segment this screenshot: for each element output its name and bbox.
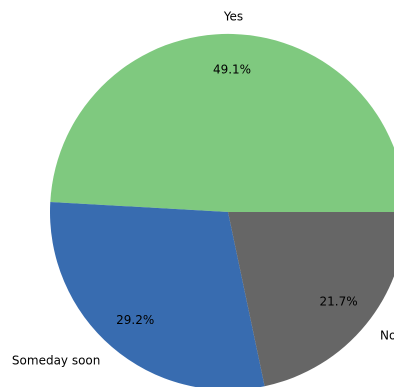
pie-percent-label: 49.1% — [213, 63, 251, 77]
pie-percent-label: 29.2% — [116, 313, 154, 327]
pie-percent-label: 21.7% — [320, 295, 358, 309]
pie-category-label: Someday soon — [12, 354, 100, 368]
pie-slice-someday-soon — [49, 201, 265, 387]
pie-slices — [49, 33, 394, 387]
pie-category-label: Yes — [223, 9, 243, 23]
pie-category-label: No — [380, 328, 394, 342]
pie-labels: 49.1% Yes 29.2% Someday soon 21.7% No — [12, 9, 394, 367]
pie-slice-yes — [50, 33, 394, 212]
pie-slice-no — [228, 212, 394, 387]
